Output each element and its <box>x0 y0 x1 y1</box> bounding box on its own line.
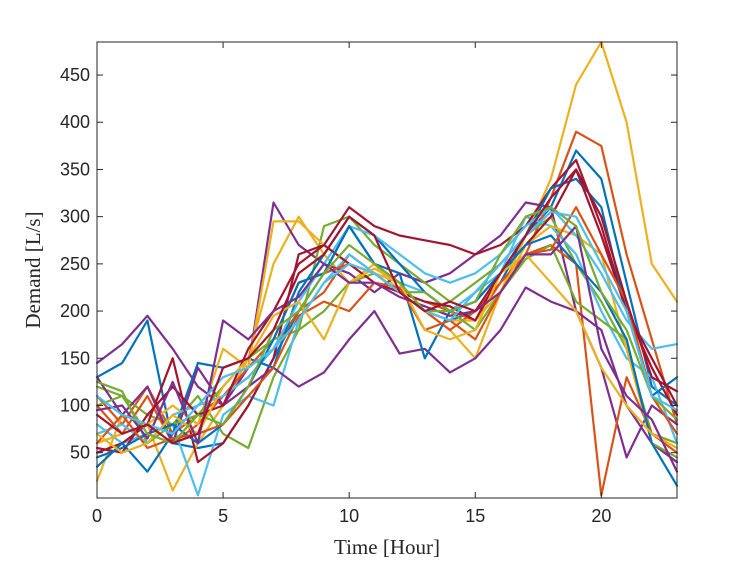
y-tick-label: 200 <box>60 301 90 321</box>
y-tick-label: 100 <box>60 395 90 415</box>
y-tick-label: 50 <box>70 443 90 463</box>
y-axis-title: Demand [L/s] <box>21 211 45 328</box>
series-line-19 <box>95 206 679 445</box>
x-tick-label: 20 <box>591 506 611 526</box>
series-line-6 <box>95 215 679 497</box>
x-tick-label: 0 <box>92 506 102 526</box>
y-tick-label: 150 <box>60 348 90 368</box>
x-tick-label: 10 <box>339 506 359 526</box>
series-line-7 <box>95 158 679 464</box>
plot-area-frame <box>96 41 678 499</box>
series-line-20 <box>95 210 679 435</box>
y-tick-label: 400 <box>60 112 90 132</box>
y-tick-label: 350 <box>60 159 90 179</box>
series-line-8 <box>95 177 679 473</box>
x-axis-title: Time [Hour] <box>334 535 440 559</box>
x-tick-label: 15 <box>465 506 485 526</box>
y-tick-label: 450 <box>60 65 90 85</box>
series-line-21 <box>95 168 679 445</box>
y-axis-ticks: 50 100 150 200 250 300 350 400 450 <box>60 65 677 463</box>
x-tick-label: 5 <box>218 506 228 526</box>
series-layer <box>95 40 679 497</box>
y-tick-label: 300 <box>60 207 90 227</box>
series-line-11 <box>95 286 679 464</box>
x-axis-ticks: 0 5 10 15 20 <box>92 42 611 526</box>
y-tick-label: 250 <box>60 254 90 274</box>
series-line-15 <box>95 225 679 487</box>
series-line-18 <box>95 225 679 473</box>
